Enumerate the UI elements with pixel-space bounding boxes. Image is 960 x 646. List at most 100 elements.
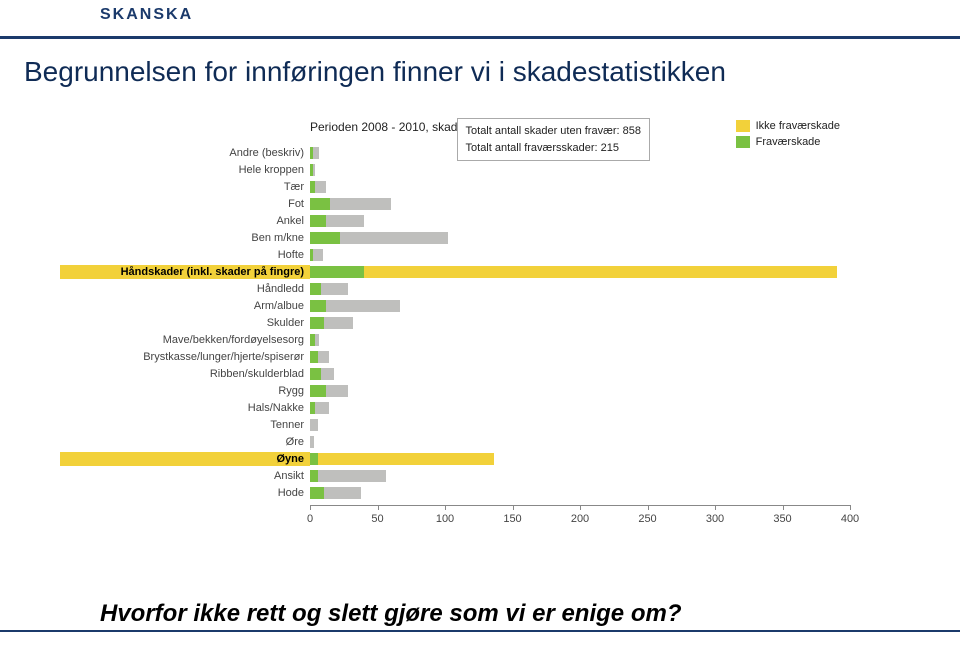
category-label: Rygg (60, 385, 310, 397)
axis-tick (513, 505, 514, 510)
bar-row: Hofte (60, 246, 880, 263)
category-label: Ansikt (60, 470, 310, 482)
caption: Hvorfor ikke rett og slett gjøre som vi … (100, 600, 681, 628)
axis-tick-label: 150 (503, 513, 521, 525)
axis-tick-label: 350 (773, 513, 791, 525)
bar-track (310, 334, 850, 346)
bar-segment-fravaer (310, 300, 326, 312)
bar-track (310, 487, 850, 499)
bar-row: Tær (60, 178, 880, 195)
bar-segment-fravaer (310, 351, 318, 363)
x-axis: 050100150200250300350400 (310, 505, 850, 535)
category-label: Øre (60, 436, 310, 448)
bar-track (310, 351, 850, 363)
bar-segment-ikke-fravaer (326, 300, 400, 312)
category-label: Arm/albue (60, 300, 310, 312)
axis-tick (850, 505, 851, 510)
category-label: Ribben/skulderblad (60, 368, 310, 380)
category-label: Mave/bekken/fordøyelsesorg (60, 334, 310, 346)
category-label: Hele kroppen (60, 164, 310, 176)
bar-track (310, 249, 850, 261)
bar-row: Arm/albue (60, 297, 880, 314)
plot-area: Andre (beskriv) Hele kroppen Tær Fot Ankel Be… (60, 144, 880, 544)
bar-segment-ikke-fravaer (313, 164, 316, 176)
bar-track (310, 453, 850, 465)
category-label: Fot (60, 198, 310, 210)
bar-segment-ikke-fravaer (340, 232, 448, 244)
bar-segment-fravaer (310, 487, 324, 499)
bar-track (310, 147, 850, 159)
bar-row: Ben m/kne (60, 229, 880, 246)
bar-row: Hals/Nakke (60, 399, 880, 416)
axis-tick (580, 505, 581, 510)
bar-segment-ikke-fravaer (364, 266, 837, 278)
bar-track (310, 402, 850, 414)
bar-track (310, 181, 850, 193)
stats-line: Totalt antall skader uten fravær: 858 (466, 123, 641, 140)
bar-row: Håndskader (inkl. skader på fingre) (60, 263, 880, 280)
logo-bar: SKANSKA (0, 0, 960, 30)
category-label: Brystkasse/lunger/hjerte/spiserør (60, 351, 310, 363)
bar-segment-fravaer (310, 215, 326, 227)
legend-item: Ikke fraværskade (736, 118, 840, 134)
axis-tick-label: 0 (307, 513, 313, 525)
bar-row: Ansikt (60, 467, 880, 484)
axis-tick-label: 200 (571, 513, 589, 525)
axis-tick-label: 400 (841, 513, 859, 525)
page-title: Begrunnelsen for innføringen finner vi i… (24, 56, 726, 88)
bar-track (310, 368, 850, 380)
brand-logo: SKANSKA (100, 6, 193, 24)
bar-row: Mave/bekken/fordøyelsesorg (60, 331, 880, 348)
legend-label: Ikke fraværskade (756, 120, 840, 132)
bar-segment-fravaer (310, 317, 324, 329)
bar-segment-ikke-fravaer (315, 334, 319, 346)
axis-tick-label: 50 (371, 513, 383, 525)
category-label: Ben m/kne (60, 232, 310, 244)
axis-tick (310, 505, 311, 510)
page-root: SKANSKA Begrunnelsen for innføringen fin… (0, 0, 960, 646)
axis-tick-label: 100 (436, 513, 454, 525)
category-label: Hals/Nakke (60, 402, 310, 414)
axis-tick (445, 505, 446, 510)
bar-segment-fravaer (310, 453, 318, 465)
legend-swatch-icon (736, 120, 750, 132)
bar-track (310, 419, 850, 431)
bar-segment-fravaer (310, 198, 330, 210)
bar-track (310, 436, 850, 448)
bar-rows: Andre (beskriv) Hele kroppen Tær Fot Ankel Be… (60, 144, 880, 501)
bar-segment-fravaer (310, 470, 318, 482)
bar-track (310, 317, 850, 329)
bar-segment-fravaer (310, 266, 364, 278)
bar-segment-ikke-fravaer (324, 317, 354, 329)
category-label: Skulder (60, 317, 310, 329)
bar-track (310, 266, 850, 278)
axis-tick (648, 505, 649, 510)
bar-segment-ikke-fravaer (321, 368, 335, 380)
bar-track (310, 385, 850, 397)
bar-row: Hode (60, 484, 880, 501)
bar-segment-ikke-fravaer (318, 351, 329, 363)
bar-segment-fravaer (310, 283, 321, 295)
bar-segment-fravaer (310, 368, 321, 380)
bar-track (310, 470, 850, 482)
category-label: Hode (60, 487, 310, 499)
bar-row: Tenner (60, 416, 880, 433)
bar-track (310, 198, 850, 210)
bar-row: Andre (beskriv) (60, 144, 880, 161)
axis-tick-label: 250 (638, 513, 656, 525)
bar-track (310, 300, 850, 312)
bar-row: Rygg (60, 382, 880, 399)
bar-track (310, 215, 850, 227)
bar-segment-fravaer (310, 385, 326, 397)
category-label: Andre (beskriv) (60, 147, 310, 159)
bar-segment-fravaer (310, 232, 340, 244)
category-label: Øyne (60, 452, 310, 466)
category-label: Ankel (60, 215, 310, 227)
bar-track (310, 164, 850, 176)
bar-segment-ikke-fravaer (313, 147, 320, 159)
axis-tick (378, 505, 379, 510)
bar-segment-ikke-fravaer (318, 470, 386, 482)
category-label: Håndledd (60, 283, 310, 295)
bar-row: Brystkasse/lunger/hjerte/spiserør (60, 348, 880, 365)
bar-row: Ribben/skulderblad (60, 365, 880, 382)
